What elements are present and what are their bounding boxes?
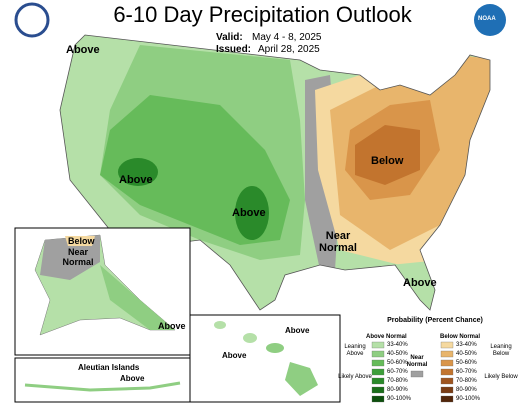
legend-swatch (371, 377, 385, 385)
legend-swatch (371, 359, 385, 367)
legend-range: 50-60% (387, 360, 408, 366)
inset-title: Aleutian Islands (78, 363, 140, 372)
legend-title: Probability (Percent Chance) (387, 317, 483, 324)
island (285, 362, 318, 396)
aleutian-inset (14, 357, 191, 403)
legend-range: 70-80% (387, 378, 408, 384)
region (235, 186, 269, 240)
legend-label: Near Normal (406, 355, 428, 368)
valid-label: Valid: (216, 32, 243, 43)
legend-range: 70-80% (456, 378, 477, 384)
map-label: Near Normal (319, 230, 357, 254)
map-label: Above (403, 277, 437, 289)
island (243, 333, 257, 343)
legend-range: 80-90% (387, 387, 408, 393)
issued: April 28, 2025 (258, 44, 320, 55)
island (214, 321, 226, 329)
legend-header: Above Normal (366, 334, 407, 340)
legend-range: 90-100% (387, 396, 412, 402)
region (355, 125, 420, 185)
legend-swatch (440, 341, 454, 349)
map-label: Above (66, 44, 100, 56)
map-label: Above (120, 374, 145, 383)
legend-swatch (371, 350, 385, 358)
legend-swatch (440, 359, 454, 367)
valid: May 4 - 8, 2025 (252, 32, 322, 43)
legend-range: 40-50% (387, 351, 408, 357)
legend-range: 80-90% (456, 387, 477, 393)
map-label: Below (371, 155, 404, 167)
legend-swatch (371, 368, 385, 376)
legend-label: Leaning Above (344, 344, 366, 357)
title: 6-10 Day Precipitation Outlook (113, 2, 412, 27)
legend-swatch (440, 377, 454, 385)
legend-swatch (371, 341, 385, 349)
region (118, 158, 158, 186)
legend-range: 60-70% (387, 369, 408, 375)
noaa-logo (474, 4, 506, 36)
aleutians (24, 381, 181, 392)
island (266, 343, 284, 353)
legend-swatch (440, 350, 454, 358)
legend-swatches (371, 341, 454, 403)
legend-swatch (440, 386, 454, 394)
legend-swatch (440, 368, 454, 376)
logo-text: NOAA (478, 16, 496, 22)
doc-logo (14, 2, 50, 38)
issued-label: Issued: (216, 44, 252, 55)
legend-label: Likely Below (484, 374, 518, 380)
map-label: Above (119, 174, 153, 186)
legend-swatch (371, 395, 385, 403)
legend-range: 90-100% (456, 396, 481, 402)
legend-range: 33-40% (387, 342, 408, 348)
region (40, 235, 100, 280)
map-label: Above (158, 321, 186, 331)
region (100, 265, 175, 330)
legend-range: 50-60% (456, 360, 477, 366)
region (65, 236, 95, 246)
legend-label: Likely Above (338, 374, 372, 380)
map-label: Above (222, 351, 247, 360)
map-label: Above (285, 326, 310, 335)
map-label: Above (232, 207, 266, 219)
legend-header: Below Normal (440, 334, 481, 340)
legend-swatch (440, 395, 454, 403)
legend-range: 40-50% (456, 351, 477, 357)
legend-range: 33-40% (456, 342, 477, 348)
hawaii-inset (189, 314, 341, 403)
map-label: Below (68, 236, 95, 246)
legend-swatch (410, 370, 424, 378)
legend-swatch (371, 386, 385, 394)
map-label: Near Normal (62, 247, 94, 267)
legend-label: Leaning Below (490, 344, 512, 357)
legend-range: 60-70% (456, 369, 477, 375)
